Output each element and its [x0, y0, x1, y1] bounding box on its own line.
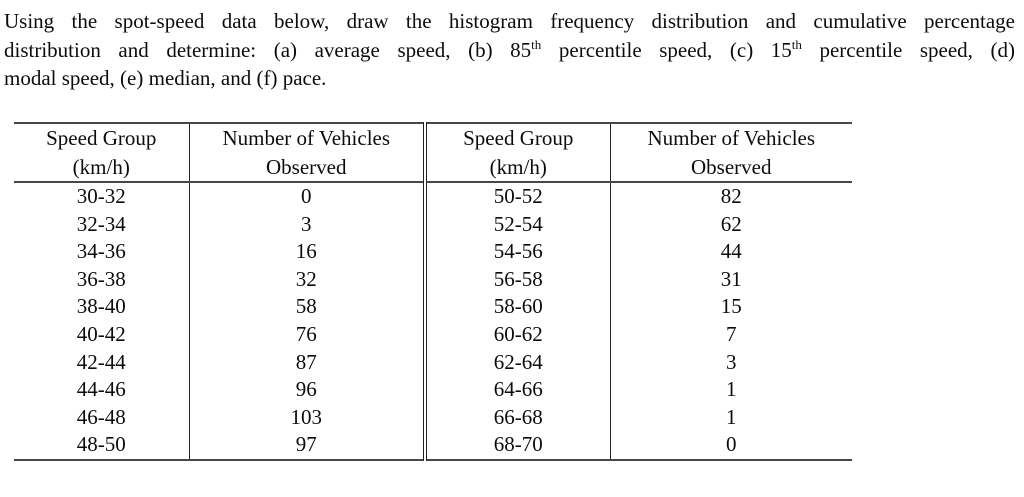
vehicle-count-cell: 3 [189, 210, 427, 239]
table-row: 48-50 97 68-70 0 [14, 431, 852, 461]
table-header-row: Speed Group (km/h) Number of Vehicles Ob… [14, 122, 852, 183]
problem-statement: Using the spot-speed data below, draw th… [4, 7, 1015, 93]
problem-line-2: distribution and determine: (a) average … [4, 36, 1015, 65]
speed-group-cell: 62-64 [425, 348, 611, 377]
vehicle-count-cell: 0 [610, 431, 852, 461]
vehicle-count-cell: 44 [720, 239, 742, 264]
col-header-unit: (km/h) [72, 154, 130, 179]
speed-group-cell: 32-34 [14, 210, 190, 239]
speed-group-cell: 64-66 [425, 376, 611, 404]
vehicle-count-cell: 0 [189, 182, 427, 211]
problem-line-2-text: distribution and determine: (a) average … [4, 37, 532, 62]
table-row: 40-42 76 60-62 7 [14, 320, 852, 349]
speed-group-cell: 48-50 [14, 431, 190, 461]
vehicle-count-cell: 3 [726, 349, 737, 374]
table-row: 34-36 16 54-56 44 [14, 238, 852, 266]
speed-group-cell: 68-70 [425, 431, 611, 461]
table-row: 32-34 3 52-54 62 [14, 210, 852, 239]
vehicle-count-cell: 1 [726, 404, 737, 429]
col-header-speed-group-right: Speed Group (km/h) [425, 122, 611, 183]
speed-group-cell: 58-60 [425, 293, 611, 321]
speed-group-cell: 30-32 [14, 182, 190, 211]
vehicle-count-cell: 32 [189, 265, 427, 294]
table-row: 36-38 32 56-58 31 [14, 265, 852, 294]
problem-line-2-text: percentile speed, (d) [801, 37, 1015, 62]
col-header-sublabel: Observed [266, 154, 347, 179]
superscript-th: th [531, 37, 542, 53]
vehicle-count-cell: 31 [720, 266, 742, 291]
col-header-vehicles-left: Number of Vehicles Observed [189, 122, 427, 183]
superscript-th: th [791, 37, 802, 53]
col-header-unit: (km/h) [489, 154, 547, 179]
table-row: 42-44 87 62-64 3 [14, 348, 852, 377]
problem-line-3: modal speed, (e) median, and (f) pace. [4, 66, 327, 90]
spot-speed-table: Speed Group (km/h) Number of Vehicles Ob… [14, 122, 852, 461]
vehicle-count-cell: 15 [720, 294, 742, 319]
problem-line-2-text: percentile speed, (c) 15 [541, 37, 792, 62]
vehicle-count-cell: 96 [189, 376, 427, 404]
col-header-label: Number of Vehicles [647, 126, 816, 150]
vehicle-count-cell: 103 [189, 403, 427, 432]
speed-group-cell: 34-36 [14, 238, 190, 266]
table-row: 44-46 96 64-66 1 [14, 376, 852, 404]
speed-group-cell: 54-56 [425, 238, 611, 266]
problem-line-1: Using the spot-speed data below, draw th… [4, 9, 1015, 33]
speed-group-cell: 46-48 [14, 403, 190, 432]
speed-group-cell: 50-52 [425, 182, 611, 211]
table-row: 46-48 103 66-68 1 [14, 403, 852, 432]
speed-group-cell: 60-62 [425, 320, 611, 349]
speed-group-cell: 40-42 [14, 320, 190, 349]
vehicle-count-cell: 76 [189, 320, 427, 349]
speed-group-cell: 56-58 [425, 265, 611, 294]
col-header-label: Speed Group [463, 126, 574, 150]
speed-group-cell: 36-38 [14, 265, 190, 294]
vehicle-count-cell: 7 [726, 321, 737, 346]
vehicle-count-cell: 82 [720, 184, 742, 208]
col-header-sublabel: Observed [691, 154, 772, 179]
speed-group-cell: 52-54 [425, 210, 611, 239]
col-header-label: Number of Vehicles [222, 126, 391, 150]
col-header-label: Speed Group [46, 126, 157, 150]
speed-group-cell: 38-40 [14, 293, 190, 321]
speed-group-cell: 66-68 [425, 403, 611, 432]
vehicle-count-cell: 58 [189, 293, 427, 321]
speed-group-cell: 44-46 [14, 376, 190, 404]
vehicle-count-cell: 62 [720, 211, 742, 236]
vehicle-count-cell: 87 [189, 348, 427, 377]
vehicle-count-cell: 1 [726, 377, 737, 402]
vehicle-count-cell: 97 [189, 431, 427, 461]
table-row: 38-40 58 58-60 15 [14, 293, 852, 321]
speed-group-cell: 42-44 [14, 348, 190, 377]
col-header-speed-group-left: Speed Group (km/h) [14, 122, 190, 183]
vehicle-count-cell: 16 [189, 238, 427, 266]
table-row: 30-32 0 50-52 82 [14, 182, 852, 211]
col-header-vehicles-right: Number of Vehicles Observed [610, 122, 852, 183]
